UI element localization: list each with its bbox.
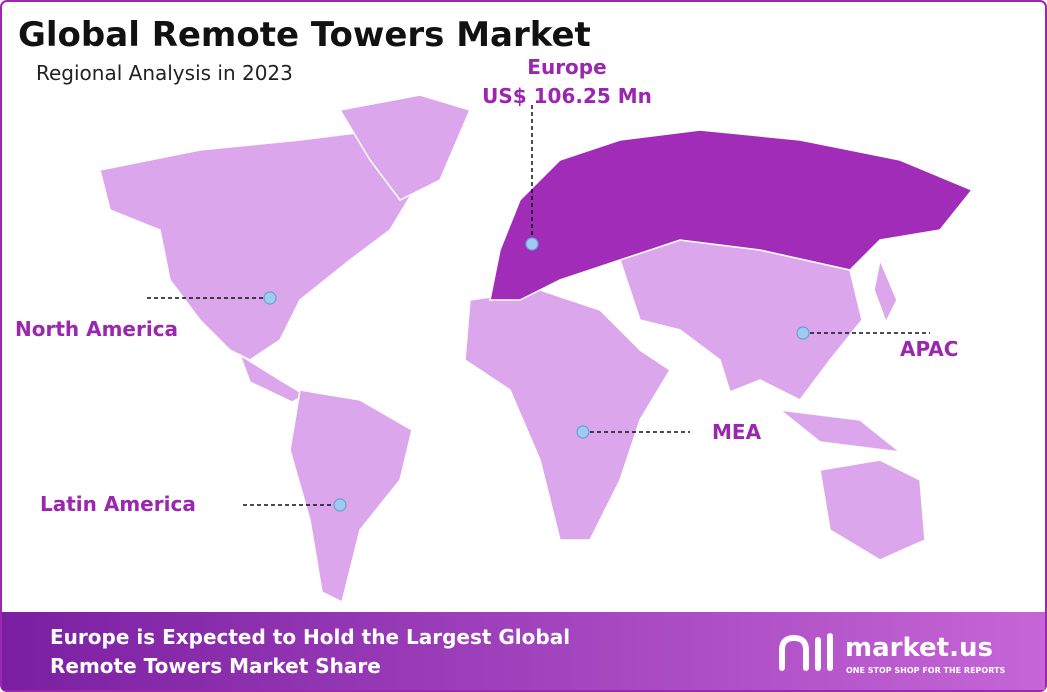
tagline: ONE STOP SHOP FOR THE REPORTS — [846, 666, 1005, 675]
region-value: US$ 106.25 Mn — [482, 84, 652, 108]
north-america — [99, 129, 421, 361]
footer-text: Remote Towers Market Share — [50, 654, 381, 678]
marker — [525, 237, 539, 251]
region-label: APAC — [900, 337, 958, 361]
marker — [576, 425, 590, 439]
marker — [263, 291, 277, 305]
region-label: Latin America — [40, 492, 196, 516]
subtitle: Regional Analysis in 2023 — [36, 61, 293, 85]
sea-islands — [777, 408, 903, 454]
south-america — [289, 389, 413, 604]
greenland — [338, 94, 472, 201]
world-map — [99, 94, 974, 604]
title: Global Remote Towers Market — [18, 15, 591, 55]
brand: market.us — [845, 633, 993, 663]
europe-russia — [489, 129, 974, 301]
footer-band — [2, 612, 1045, 690]
region-label: North America — [15, 317, 178, 341]
japan — [873, 257, 898, 324]
region-label: Europe — [527, 55, 606, 79]
logo-icon — [779, 633, 833, 671]
region-label: MEA — [712, 420, 762, 444]
australia — [819, 459, 926, 561]
footer-text: Europe is Expected to Hold the Largest G… — [50, 625, 570, 649]
marker — [333, 498, 347, 512]
marker — [796, 326, 810, 340]
africa — [464, 289, 672, 541]
